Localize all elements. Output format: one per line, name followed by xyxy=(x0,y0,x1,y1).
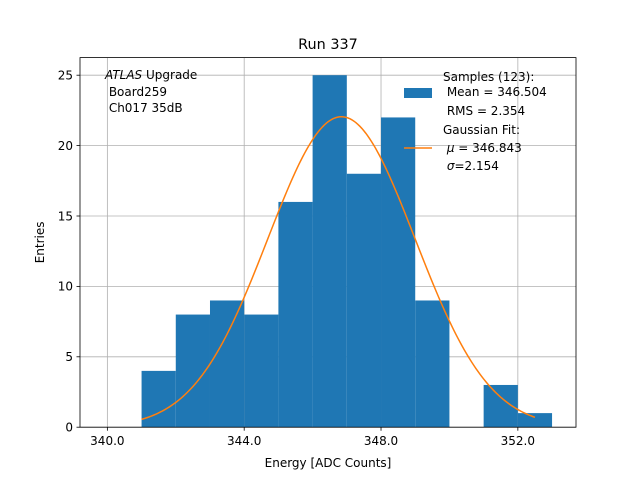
histogram-bar xyxy=(141,370,176,428)
histogram-bar xyxy=(278,201,313,428)
histogram-bar xyxy=(209,300,245,428)
annotation-upgrade: Upgrade xyxy=(142,68,197,82)
annotation-atlas: ATLAS xyxy=(104,68,143,82)
chart-title: Run 337 xyxy=(298,37,358,53)
svg-text:ATLAS Upgrade: ATLAS Upgrade xyxy=(104,68,197,82)
x-tick-label: 352.0 xyxy=(501,434,535,448)
atlas-annotation: ATLAS Upgrade Board259 Ch017 35dB xyxy=(104,68,197,115)
histogram-bar xyxy=(346,173,382,428)
legend-fit-sigma-value: =2.154 xyxy=(454,159,498,173)
histogram-bar xyxy=(415,300,450,428)
legend-samples-rms: RMS = 2.354 xyxy=(443,104,525,118)
histogram-bar xyxy=(175,314,210,428)
y-axis-label: Entries xyxy=(33,222,47,264)
y-tick-label: 5 xyxy=(65,350,73,364)
svg-text:μ = 346.843: μ = 346.843 xyxy=(443,141,522,155)
annotation-board: Board259 xyxy=(105,85,167,99)
legend-samples-swatch xyxy=(404,88,432,98)
histogram-bar xyxy=(244,314,279,428)
legend-fit-title: Gaussian Fit: xyxy=(443,123,520,137)
histogram-bar xyxy=(517,413,553,428)
annotation-channel: Ch017 35dB xyxy=(105,101,183,115)
bars-layer xyxy=(141,75,553,428)
x-tick-label: 348.0 xyxy=(364,434,398,448)
y-tick-label: 15 xyxy=(58,209,73,223)
y-tick-label: 0 xyxy=(65,421,73,435)
legend-samples-mean: Mean = 346.504 xyxy=(443,85,547,99)
x-axis-label: Energy [ADC Counts] xyxy=(265,456,392,470)
x-tick-label: 344.0 xyxy=(227,434,261,448)
gaussian-fit-curve xyxy=(141,115,536,421)
histogram-bar xyxy=(312,75,347,428)
legend-fit-sigma-symbol: σ xyxy=(447,159,455,173)
y-tick-label: 20 xyxy=(58,139,73,153)
legend: Samples (123): Mean = 346.504 RMS = 2.35… xyxy=(404,70,547,173)
legend-fit-mu-symbol: μ xyxy=(446,141,455,155)
svg-text:σ=2.154: σ=2.154 xyxy=(443,159,499,173)
histogram-bar xyxy=(381,117,416,428)
legend-fit-mu-value: = 346.843 xyxy=(454,141,521,155)
y-tick-label: 25 xyxy=(58,69,73,83)
x-tick-label: 340.0 xyxy=(90,434,124,448)
legend-samples-title: Samples (123): xyxy=(443,70,534,84)
yticks-layer: 0 5 10 15 20 25 xyxy=(58,69,80,435)
fit-layer xyxy=(141,115,536,421)
xticks-layer: 340.0 344.0 348.0 352.0 xyxy=(90,427,535,448)
axes-frame xyxy=(79,57,577,428)
y-tick-label: 10 xyxy=(58,280,73,294)
